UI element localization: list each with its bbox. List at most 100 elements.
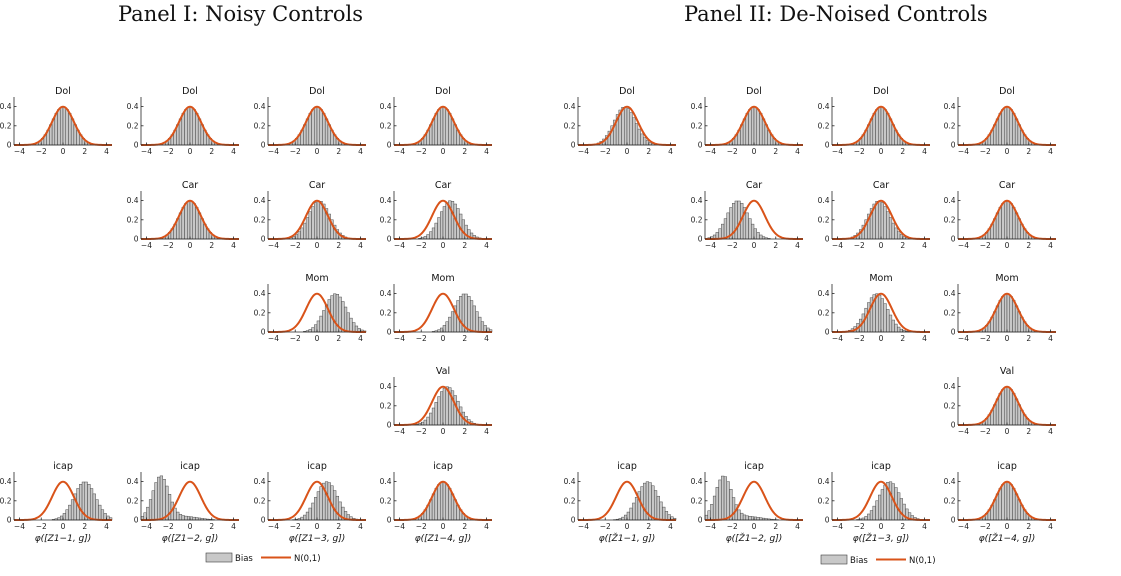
histogram-bar <box>448 489 451 521</box>
histogram-bar <box>999 489 1002 521</box>
histogram-bar <box>440 392 443 425</box>
y-tick-label: 0.2 <box>380 308 392 317</box>
histogram-bar <box>182 516 185 520</box>
x-tick-label: 2 <box>336 334 341 343</box>
histogram-bar <box>754 107 757 145</box>
y-tick-label: 0.4 <box>380 477 392 486</box>
y-tick-label: 0.4 <box>818 477 830 486</box>
x-tick-label: −2 <box>980 427 991 436</box>
subplot-title: icap <box>433 461 453 472</box>
histogram-bar <box>754 517 757 520</box>
histogram-bar <box>1012 394 1015 426</box>
y-tick-label: 0.2 <box>380 215 392 224</box>
histogram-bar <box>301 228 304 239</box>
y-tick-label: 0.2 <box>564 496 576 505</box>
histogram-bar <box>60 107 63 145</box>
x-tick-label: 2 <box>900 522 905 531</box>
y-tick-label: 0.2 <box>818 496 830 505</box>
x-tick-label: −2 <box>980 522 991 531</box>
x-axis-label: φ([Ž1−4, g]) <box>979 532 1036 544</box>
histogram-bar <box>721 476 724 520</box>
histogram-bar <box>155 483 158 520</box>
histogram-bar <box>71 500 74 520</box>
histogram-bar <box>90 489 93 521</box>
y-tick-label: 0.4 <box>127 102 139 111</box>
subplot-title: Car <box>182 180 198 191</box>
y-tick-label: 0.4 <box>254 477 266 486</box>
histogram-bar <box>751 107 754 145</box>
x-tick-label: 4 <box>104 147 109 156</box>
y-tick-label: 0.2 <box>127 496 139 505</box>
y-tick-label: 0.4 <box>818 196 830 205</box>
histogram-bar <box>727 482 730 520</box>
subplot-title: Val <box>436 366 450 377</box>
histogram-bar <box>344 307 347 332</box>
y-tick-label: 0.4 <box>254 196 266 205</box>
y-tick-label: 0 <box>825 141 830 150</box>
y-tick-label: 0.4 <box>380 289 392 298</box>
histogram-bar <box>757 517 760 520</box>
histogram-bar <box>900 329 903 332</box>
histogram-bar <box>719 480 722 520</box>
histogram-bar <box>1002 296 1005 332</box>
histogram-bar <box>1007 387 1010 425</box>
x-tick-label: 0 <box>1005 147 1010 156</box>
histogram-bar <box>884 109 887 145</box>
x-tick-label: −2 <box>854 241 865 250</box>
x-tick-label: −2 <box>416 522 427 531</box>
histogram-bar <box>1007 201 1010 239</box>
histogram-bar <box>754 229 757 239</box>
x-tick-label: 2 <box>1026 241 1031 250</box>
x-tick-label: 4 <box>668 522 673 531</box>
y-tick-label: 0.4 <box>691 477 703 486</box>
subplot-title: Mom <box>995 273 1018 284</box>
histogram-bar <box>897 327 900 332</box>
x-tick-label: −2 <box>980 147 991 156</box>
x-tick-label: −2 <box>980 241 991 250</box>
histogram-bar <box>886 212 889 239</box>
x-tick-label: −4 <box>268 334 279 343</box>
histogram-bar <box>884 485 887 520</box>
histogram-bar <box>185 203 188 239</box>
histogram-bar <box>63 107 66 145</box>
histogram-bar <box>88 484 91 520</box>
y-tick-label: 0.2 <box>818 215 830 224</box>
histogram-bar <box>66 510 69 520</box>
histogram-bar <box>427 235 430 239</box>
histogram-bar <box>999 208 1002 240</box>
x-tick-label: −4 <box>832 147 843 156</box>
histogram-bar <box>660 502 663 520</box>
y-tick-label: 0.2 <box>944 401 956 410</box>
histogram-bar <box>152 491 155 520</box>
histogram-bar <box>665 511 668 520</box>
y-tick-label: 0 <box>825 516 830 525</box>
histogram-bar <box>443 107 446 145</box>
histogram-bar <box>643 483 646 520</box>
histogram-bar <box>58 109 61 145</box>
x-tick-label: 4 <box>358 147 363 156</box>
y-tick-label: 0.2 <box>691 121 703 130</box>
histogram-bar <box>465 225 468 239</box>
histogram-bar <box>352 323 355 332</box>
histogram-bar <box>876 501 879 520</box>
histogram-bar <box>193 517 196 520</box>
x-tick-label: −4 <box>394 427 405 436</box>
x-tick-label: 2 <box>462 334 467 343</box>
x-tick-label: −4 <box>705 241 716 250</box>
histogram-bar <box>654 491 657 520</box>
x-tick-label: 0 <box>1005 241 1010 250</box>
histogram-bar <box>295 235 298 239</box>
subplot-title: icap <box>307 461 327 472</box>
histogram-bar <box>1002 109 1005 145</box>
histogram-bar <box>93 494 96 520</box>
x-tick-label: 4 <box>922 241 927 250</box>
x-tick-label: −2 <box>163 241 174 250</box>
histogram-bar <box>144 513 147 520</box>
histogram-bar <box>468 296 471 332</box>
histogram-bar <box>641 134 644 145</box>
histogram-bar <box>719 229 722 239</box>
